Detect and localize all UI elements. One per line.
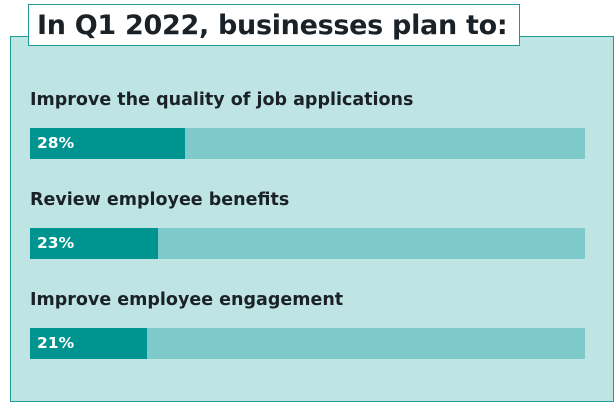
bar-track: 23% [30, 228, 585, 259]
bar [30, 228, 158, 259]
bar-value-label: 28% [37, 134, 75, 152]
bar-label: Improve employee engagement [30, 290, 344, 310]
bar-value-label: 23% [37, 234, 75, 252]
bar [30, 128, 186, 159]
chart-title: In Q1 2022, businesses plan to: [37, 9, 508, 41]
bar-track: 21% [30, 328, 585, 359]
bar-value-label: 21% [37, 334, 75, 352]
title-box: In Q1 2022, businesses plan to: [28, 4, 521, 46]
bar [30, 328, 147, 359]
bar-track: 28% [30, 128, 585, 159]
bar-label: Review employee benefits [30, 190, 290, 210]
bar-label: Improve the quality of job applications [30, 90, 414, 110]
